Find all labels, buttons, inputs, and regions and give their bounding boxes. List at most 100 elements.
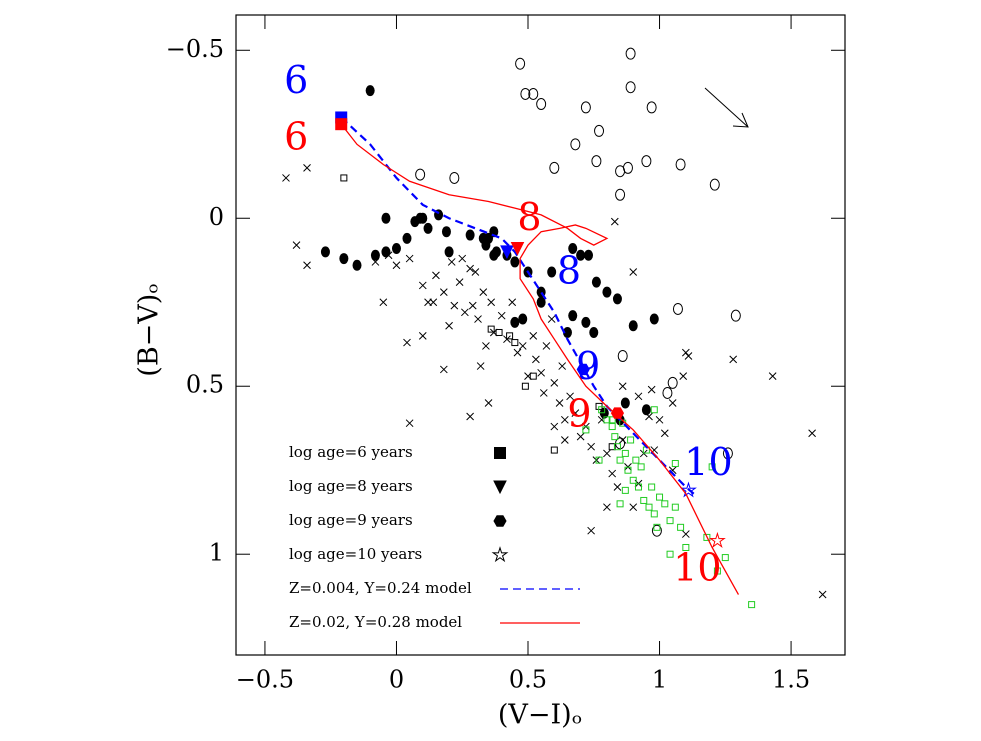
open-circle xyxy=(675,158,686,171)
cross-point xyxy=(405,254,414,263)
cross-point xyxy=(560,436,569,444)
open-circle xyxy=(617,349,628,362)
cross-point xyxy=(432,271,440,280)
age-marker xyxy=(610,407,625,419)
age-label: 9 xyxy=(567,392,591,436)
cross-point xyxy=(455,278,464,286)
y-tick-label: 0 xyxy=(209,203,224,231)
cross-point xyxy=(471,268,480,276)
cross-point xyxy=(482,342,490,350)
open-square xyxy=(650,406,658,414)
open-circle xyxy=(625,47,636,60)
open-circle xyxy=(709,178,720,191)
open-square xyxy=(621,449,629,457)
age-marker xyxy=(680,481,697,498)
cross-point xyxy=(418,331,427,340)
cross-point xyxy=(537,368,546,377)
cross-point xyxy=(474,315,482,323)
cross-point xyxy=(532,355,540,364)
cross-point xyxy=(476,362,485,370)
cross-point xyxy=(497,311,506,320)
open-circle xyxy=(570,138,581,151)
cross-point xyxy=(508,298,517,307)
cross-point xyxy=(629,503,638,512)
cross-point xyxy=(447,258,456,266)
open-square xyxy=(645,503,653,511)
filled-circle xyxy=(641,404,651,416)
x-tick-label: −0.5 xyxy=(236,666,294,694)
open-square xyxy=(721,554,729,562)
open-square xyxy=(661,500,669,508)
filled-circle xyxy=(602,286,612,298)
open-square xyxy=(611,433,619,441)
filled-circle xyxy=(491,246,501,258)
cross-point xyxy=(729,355,738,364)
open-square xyxy=(682,543,690,551)
cross-point xyxy=(629,268,638,276)
x-tick-label: 0.5 xyxy=(509,666,547,694)
cross-point xyxy=(282,174,290,182)
open-square xyxy=(748,601,756,609)
open-square xyxy=(506,332,514,340)
cross-point xyxy=(379,298,388,307)
open-circle xyxy=(528,87,539,100)
open-circle xyxy=(722,447,733,460)
filled-circle xyxy=(481,239,491,251)
open-square xyxy=(616,500,624,508)
age-label: 6 xyxy=(284,58,308,102)
filled-circle xyxy=(510,256,520,268)
cross-point xyxy=(484,399,493,407)
cross-point xyxy=(587,442,595,451)
age-label: 10 xyxy=(684,440,732,484)
plot-frame xyxy=(235,14,846,656)
cross-point xyxy=(768,372,777,381)
filled-circle xyxy=(415,212,425,224)
x-axis-label: (V−I)ₒ xyxy=(498,700,582,731)
open-circle xyxy=(615,188,626,201)
open-circle xyxy=(641,155,652,168)
y-tick-label: −0.5 xyxy=(166,35,224,63)
open-square xyxy=(648,483,656,491)
reddening-vector xyxy=(704,87,749,128)
open-square xyxy=(629,476,637,484)
cross-point xyxy=(450,301,459,310)
legend-marker xyxy=(493,480,507,495)
open-square xyxy=(703,533,711,541)
cross-point xyxy=(466,412,474,421)
age-marker xyxy=(335,118,348,131)
age-label: 6 xyxy=(284,115,308,159)
cross-point xyxy=(418,281,427,290)
open-square xyxy=(495,328,503,336)
open-square xyxy=(603,416,611,424)
filled-circle xyxy=(441,226,451,238)
open-square xyxy=(621,486,629,494)
open-circle xyxy=(449,171,460,184)
open-square xyxy=(529,372,537,380)
legend-marker xyxy=(491,546,509,563)
cross-point xyxy=(405,419,414,428)
y-tick-label: 1 xyxy=(209,539,224,567)
cross-point xyxy=(529,331,538,340)
cross-point xyxy=(468,301,477,310)
filled-circle xyxy=(536,296,546,308)
cross-point xyxy=(445,321,453,330)
filled-circle xyxy=(628,320,638,332)
filled-circle xyxy=(339,253,349,265)
open-circle xyxy=(667,376,678,389)
age-label: 10 xyxy=(673,545,721,589)
cross-point xyxy=(403,338,411,347)
filled-circle xyxy=(581,316,591,328)
cross-point xyxy=(439,288,448,297)
y-axis-label: (B−V)ₒ xyxy=(134,283,165,376)
model-line xyxy=(340,116,695,495)
legend-label: log age=8 years xyxy=(289,477,413,495)
cross-point xyxy=(487,298,496,307)
cross-point xyxy=(547,315,556,323)
open-circle xyxy=(520,87,531,100)
open-square xyxy=(550,446,558,454)
cross-point xyxy=(618,382,627,391)
open-square xyxy=(671,460,679,468)
age-marker xyxy=(500,245,514,259)
open-circle xyxy=(662,386,673,399)
